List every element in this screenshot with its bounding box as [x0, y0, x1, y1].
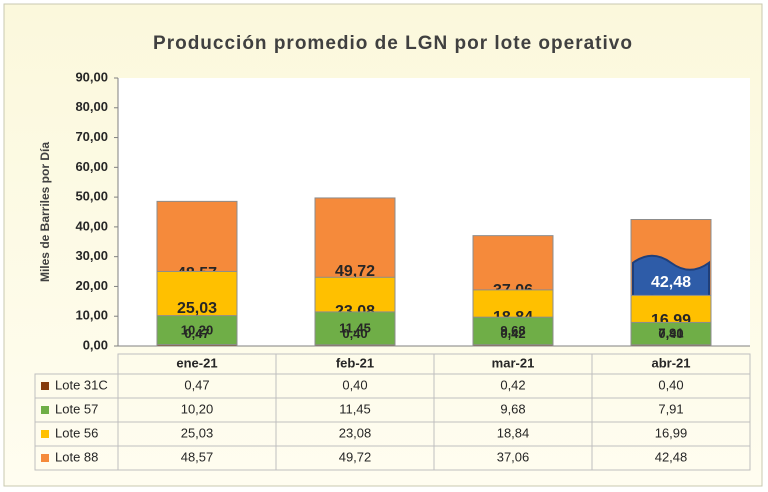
y-tick-label: 40,00: [75, 218, 108, 233]
table-cell: 10,20: [181, 401, 214, 416]
table-cell: 11,45: [339, 401, 371, 416]
data-label: 0,42: [500, 326, 525, 341]
x-tick-label: feb-21: [336, 355, 374, 370]
bar-segment: [314, 311, 396, 347]
x-tick-label: abr-21: [651, 355, 690, 370]
data-label: 0,40: [658, 326, 683, 341]
y-tick-label: 20,00: [75, 278, 108, 293]
table-cell: 16,99: [655, 425, 688, 440]
table-cell: 0,42: [500, 377, 525, 392]
bar-segment: [156, 344, 238, 347]
table-cell: 48,57: [181, 449, 214, 464]
bar-segment: [630, 344, 712, 347]
y-axis-label: Miles de Barriles por Día: [38, 142, 52, 282]
table-cell: 25,03: [181, 425, 214, 440]
data-label: 42,48: [651, 274, 691, 291]
data-label: 9,68: [500, 323, 525, 338]
y-tick-label: 10,00: [75, 308, 108, 323]
chart-title: Producción promedio de LGN por lote oper…: [153, 33, 633, 54]
table-cell: 42,48: [655, 449, 688, 464]
x-tick-label: mar-21: [492, 355, 535, 370]
data-label: 25,03: [177, 300, 217, 317]
data-label: 11,45: [339, 320, 371, 335]
legend-swatch: [41, 430, 49, 438]
table-cell: 0,47: [184, 377, 209, 392]
y-tick-label: 80,00: [75, 99, 108, 114]
legend-label: Lote 31C: [55, 377, 108, 392]
table-cell: 0,40: [342, 377, 367, 392]
bar-segment: [472, 316, 554, 347]
data-label: 0,47: [184, 326, 209, 341]
table-cell: 23,08: [339, 425, 372, 440]
y-tick-label: 50,00: [75, 189, 108, 204]
y-tick-label: 70,00: [75, 129, 108, 144]
data-label: 49,72: [335, 263, 375, 280]
y-tick-label: 60,00: [75, 159, 108, 174]
legend-swatch: [41, 406, 49, 414]
table-cell: 18,84: [497, 425, 530, 440]
y-tick-label: 0,00: [83, 337, 108, 352]
table-cell: 49,72: [339, 449, 372, 464]
data-label: 10,20: [181, 322, 214, 337]
table-cell: 9,68: [500, 401, 525, 416]
legend-swatch: [41, 454, 49, 462]
y-tick-label: 30,00: [75, 248, 108, 263]
x-tick-label: ene-21: [176, 355, 217, 370]
legend-swatch: [41, 382, 49, 390]
table-cell: 0,40: [658, 377, 683, 392]
bar-segment: [472, 344, 554, 347]
data-label: 7,91: [658, 326, 683, 341]
legend-label: Lote 88: [55, 449, 98, 464]
data-label: 0,40: [342, 326, 367, 341]
legend-label: Lote 56: [55, 425, 98, 440]
legend-label: Lote 57: [55, 401, 98, 416]
bar-segment: [314, 344, 396, 347]
y-tick-label: 90,00: [75, 69, 108, 84]
table-cell: 37,06: [497, 449, 530, 464]
table-cell: 7,91: [658, 401, 683, 416]
